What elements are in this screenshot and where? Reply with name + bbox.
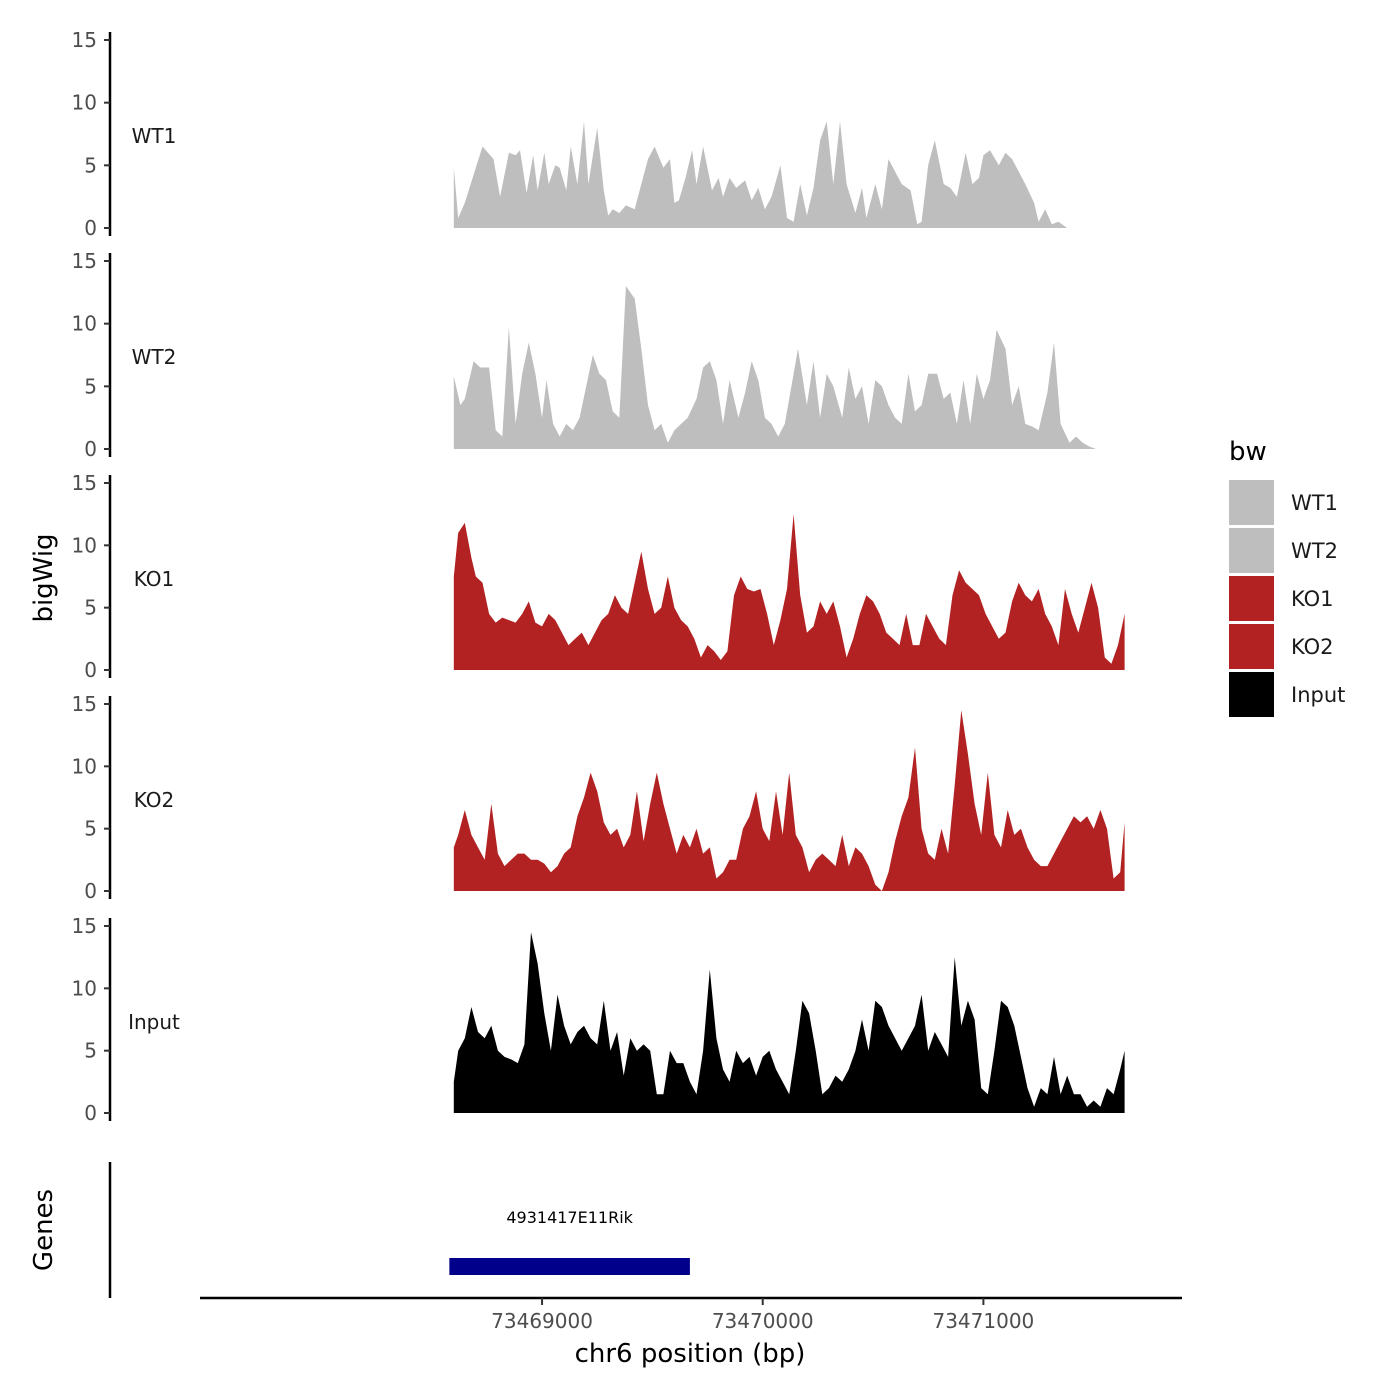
legend-swatch <box>1229 576 1274 621</box>
gene-label: 4931417E11Rik <box>506 1208 633 1227</box>
track-wt1: 0 5 10 15 WT1 <box>72 28 1125 240</box>
coverage-area-wt2 <box>453 286 1125 449</box>
coverage-area-ko1 <box>453 514 1125 670</box>
track-ko2: 0 5 10 15 KO2 <box>72 692 1125 903</box>
track-label: WT2 <box>132 345 177 369</box>
y-axis-title: bigWig <box>29 533 59 622</box>
genes-panel: Genes 4931417E11Rik <box>29 1162 690 1298</box>
x-axis: chr6 position (bp) 73469000 73470000 73471… <box>200 1296 1182 1369</box>
y-tick-label: 0 <box>84 658 97 682</box>
genes-title: Genes <box>29 1189 59 1271</box>
x-tick-label: 73469000 <box>491 1309 593 1333</box>
track-label: Input <box>128 1010 180 1034</box>
y-tick-label: 15 <box>72 914 97 938</box>
x-tick-label: 73471000 <box>932 1309 1034 1333</box>
y-tick-label: 10 <box>72 976 97 1000</box>
y-tick-label: 15 <box>72 249 97 273</box>
coverage-area-wt1 <box>453 121 1125 228</box>
gene-body <box>449 1258 690 1275</box>
y-tick-label: 5 <box>84 374 97 398</box>
y-tick-label: 10 <box>72 312 97 336</box>
x-axis-title: chr6 position (bp) <box>575 1339 806 1369</box>
legend-title: bw <box>1229 437 1267 467</box>
y-tick-label: 5 <box>84 596 97 620</box>
y-tick-label: 10 <box>72 754 97 778</box>
legend-swatch <box>1229 624 1274 669</box>
y-tick-label: 15 <box>72 471 97 495</box>
legend-label: KO2 <box>1291 635 1334 659</box>
y-tick-label: 5 <box>84 153 97 177</box>
y-tick-label: 0 <box>84 879 97 903</box>
y-tick-label: 0 <box>84 1101 97 1125</box>
y-tick-label: 5 <box>84 817 97 841</box>
y-tick-label: 5 <box>84 1039 97 1063</box>
legend-label: WT2 <box>1291 539 1338 563</box>
track-label: KO2 <box>134 788 175 812</box>
legend: bw WT1 WT2 KO1 KO2 Input <box>1229 437 1345 717</box>
coverage-area-ko2 <box>453 710 1125 891</box>
y-tick-label: 0 <box>84 216 97 240</box>
legend-label: KO1 <box>1291 587 1334 611</box>
track-ko1: 0 5 10 15 KO1 <box>72 471 1125 682</box>
y-tick-label: 15 <box>72 28 97 52</box>
legend-label: Input <box>1291 683 1345 707</box>
track-input: 0 5 10 15 Input <box>72 914 1125 1125</box>
legend-swatch <box>1229 528 1274 573</box>
legend-label: WT1 <box>1291 491 1338 515</box>
track-label: WT1 <box>132 124 177 148</box>
y-tick-label: 15 <box>72 692 97 716</box>
track-label: KO1 <box>134 567 175 591</box>
coverage-area-input <box>453 932 1125 1113</box>
x-tick-label: 73470000 <box>712 1309 814 1333</box>
legend-swatch <box>1229 672 1274 717</box>
y-tick-label: 0 <box>84 437 97 461</box>
track-wt2: 0 5 10 15 WT2 <box>72 249 1125 461</box>
y-tick-label: 10 <box>72 533 97 557</box>
y-tick-label: 10 <box>72 91 97 115</box>
legend-swatch <box>1229 480 1274 525</box>
tracks-layer: 0 5 10 15 WT1 0 5 10 15 WT2 0 5 10 15 KO1 0 5 10 15 KO2 0 5 10… <box>72 28 1125 1125</box>
